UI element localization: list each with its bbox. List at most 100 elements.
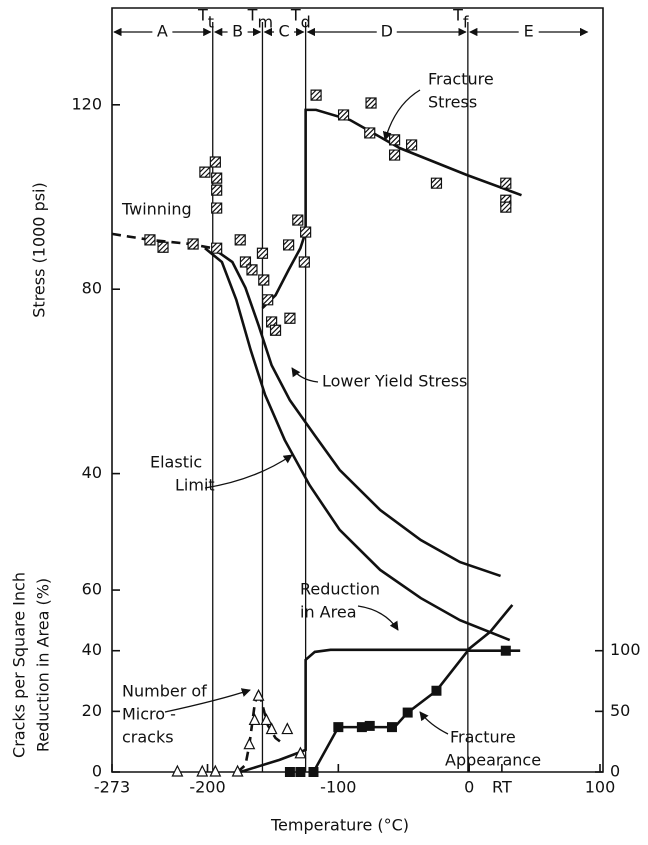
triangle <box>248 713 261 726</box>
filled-square <box>386 722 397 733</box>
x-tick-label: 0 <box>464 778 474 797</box>
triangle <box>171 764 184 777</box>
x-tick-label: -200 <box>189 778 225 797</box>
transition-subscript: t <box>208 13 214 32</box>
hatched-square <box>157 241 169 253</box>
region-label: E <box>524 22 534 41</box>
annotation: Number of <box>122 682 207 701</box>
annotation: Stress <box>428 93 477 112</box>
annotation: Appearance <box>445 751 541 770</box>
hatched-square <box>256 247 269 259</box>
lower-y-axis-label: Cracks per Square Inch <box>10 572 29 758</box>
hatched-square <box>337 109 350 121</box>
hatched-square <box>187 238 199 250</box>
region-label: D <box>381 22 393 41</box>
y2-tick-label: 100 <box>610 640 641 659</box>
hatched-square <box>211 202 223 214</box>
y-tick-label: 80 <box>82 279 102 298</box>
triangle <box>265 722 278 735</box>
annotation-arrow <box>204 454 293 489</box>
hatched-square <box>430 177 443 189</box>
series-line <box>204 247 511 642</box>
transition-label: T <box>290 6 301 25</box>
triangle <box>294 746 307 759</box>
region-label: C <box>278 22 289 41</box>
series-line <box>239 604 514 774</box>
hatched-square <box>406 139 418 151</box>
annotation-arrow <box>419 711 449 735</box>
hatched-square <box>364 127 376 139</box>
hatched-square <box>310 89 322 101</box>
annotation: Limit <box>175 476 215 495</box>
y-tick-label: 120 <box>71 94 102 113</box>
filled-square <box>333 722 344 733</box>
annotation: Lower Yield Stress <box>322 372 467 391</box>
y-tick-label: 40 <box>82 640 102 659</box>
hatched-square <box>144 234 156 246</box>
hatched-square <box>211 184 223 196</box>
transition-subscript: d <box>301 13 311 32</box>
triangle <box>196 764 209 777</box>
y2-tick-label: 50 <box>610 701 630 720</box>
filled-square <box>308 767 319 777</box>
series-line <box>111 232 213 250</box>
triangle <box>252 688 265 701</box>
transition-label: T <box>247 6 258 25</box>
hatched-square <box>298 256 310 268</box>
hatched-square <box>388 134 401 146</box>
hatched-square <box>300 226 312 238</box>
filled-square <box>295 767 306 777</box>
hatched-square <box>246 264 258 276</box>
y-tick-label: 0 <box>92 762 102 781</box>
series-line <box>211 247 501 578</box>
series-line <box>261 108 522 310</box>
filled-square <box>500 645 511 656</box>
annotation: Fracture <box>450 728 516 747</box>
upper-y-axis-label: Stress (1000 psi) <box>30 182 49 317</box>
region-label: A <box>157 22 168 41</box>
filled-square <box>431 685 442 696</box>
triangle <box>231 764 244 777</box>
y-tick-label: 20 <box>82 701 102 720</box>
annotation-arrow <box>357 605 399 631</box>
transition-subscript: m <box>257 13 273 32</box>
triangle <box>260 713 273 726</box>
triangle <box>281 722 294 735</box>
hatched-square <box>283 239 295 251</box>
hatched-square <box>211 242 223 254</box>
annotation-arrow <box>164 688 251 713</box>
hatched-square <box>365 97 377 109</box>
hatched-square <box>234 234 246 246</box>
filled-square <box>284 767 295 777</box>
series-line <box>236 684 282 773</box>
y-tick-label: 60 <box>82 580 102 599</box>
hatched-square <box>269 324 282 336</box>
hatched-square <box>292 214 304 226</box>
filled-square <box>364 720 375 731</box>
transition-subscript: f <box>463 13 469 32</box>
y-tick-label: 40 <box>82 463 102 482</box>
annotation: Fracture <box>428 70 494 89</box>
filled-square <box>402 707 413 718</box>
annotation: Twinning <box>121 200 192 219</box>
annotation: Micro - <box>122 705 176 724</box>
annotation: Reduction <box>300 580 380 599</box>
hatched-square <box>284 312 296 324</box>
transition-label: T <box>197 6 208 25</box>
x-axis-label: Temperature (°C) <box>270 816 409 835</box>
x-tick-label: RT <box>492 778 512 797</box>
hatched-square <box>199 166 211 178</box>
hatched-square <box>258 274 270 286</box>
x-tick-label: -100 <box>320 778 356 797</box>
triangle <box>209 764 222 777</box>
hatched-square <box>262 294 274 306</box>
region-label: B <box>232 22 243 41</box>
lower-y-axis-label: Reduction in Area (%) <box>34 578 53 752</box>
filled-square <box>356 722 367 733</box>
transition-label: T <box>452 6 463 25</box>
hatched-square <box>209 156 221 168</box>
triangle <box>243 737 256 750</box>
annotation-arrow <box>382 89 421 141</box>
hatched-square <box>388 149 401 161</box>
hatched-square <box>500 201 512 213</box>
